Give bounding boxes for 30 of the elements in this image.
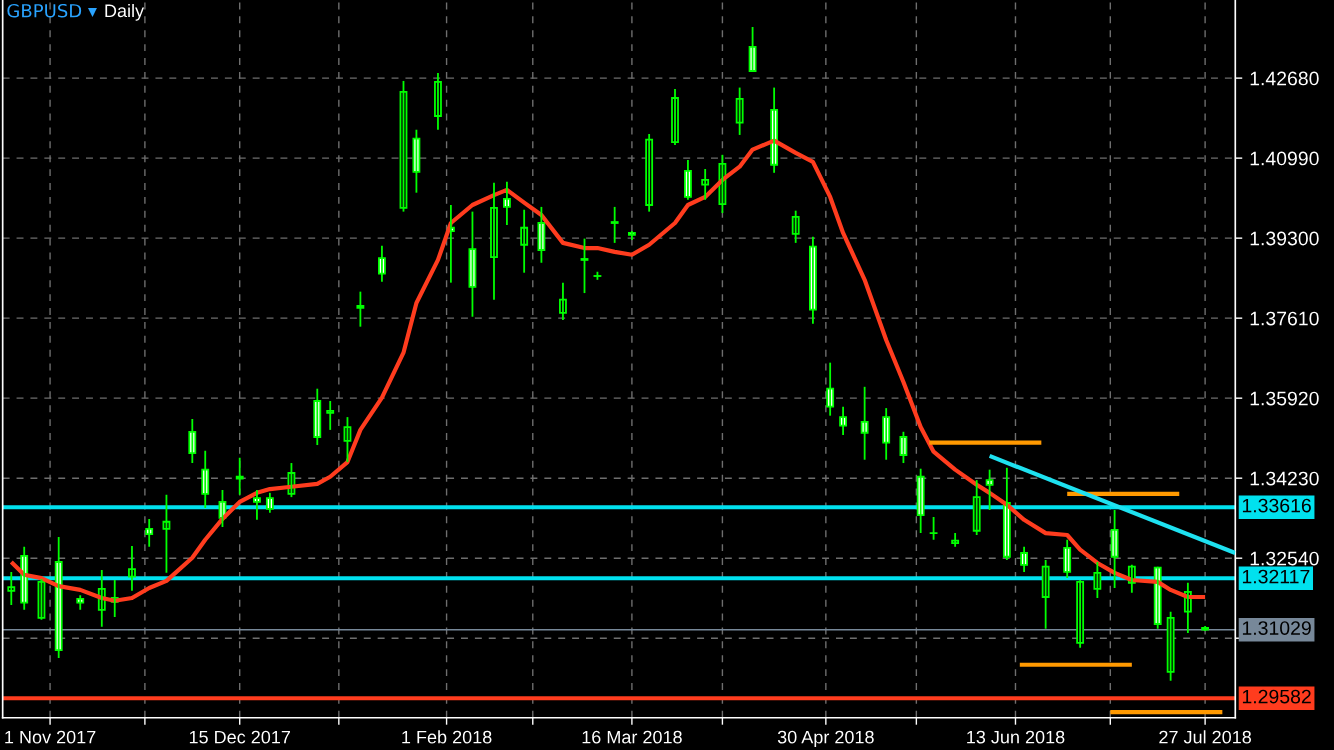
ref-line-label: 1.33616	[1242, 498, 1311, 513]
ref-line-label: 1.29582	[1242, 689, 1311, 704]
x-tick-label: 13 Jun 2018	[967, 730, 1065, 744]
candlestick	[610, 205, 619, 244]
candlestick	[580, 237, 589, 294]
candlestick	[235, 456, 244, 496]
candlestick	[326, 400, 335, 431]
chart-title: GBPUSD ▾	[7, 3, 97, 18]
chart-subtitle: Daily	[105, 3, 145, 21]
x-tick-label: 1 Nov 2017	[5, 730, 96, 744]
candlestick	[356, 290, 365, 328]
x-tick-label: 15 Dec 2017	[189, 730, 290, 744]
y-tick-label: 1.40990	[1250, 151, 1319, 166]
y-tick-label: 1.42680	[1250, 71, 1319, 86]
y-tick-label: 1.39300	[1250, 231, 1319, 246]
x-tick-label: 27 Jul 2018	[1159, 730, 1252, 744]
candlestick	[929, 516, 938, 541]
ref-line-label: 1.31029	[1242, 621, 1311, 635]
y-tick-label: 1.37610	[1250, 311, 1319, 326]
x-tick-label: 30 Apr 2018	[777, 730, 874, 748]
y-tick-label: 1.34230	[1250, 471, 1319, 486]
x-tick-label: 1 Feb 2018	[402, 730, 492, 744]
y-tick-label: 1.35920	[1250, 391, 1319, 406]
candlestick	[627, 230, 636, 241]
x-tick-label: 16 Mar 2018	[582, 730, 682, 744]
candlestick	[748, 26, 757, 73]
y-tick-label: 1.32540	[1250, 551, 1319, 566]
candlestick	[1201, 624, 1210, 633]
candlestick	[412, 128, 421, 194]
ref-line-label: 1.32117	[1242, 569, 1310, 584]
